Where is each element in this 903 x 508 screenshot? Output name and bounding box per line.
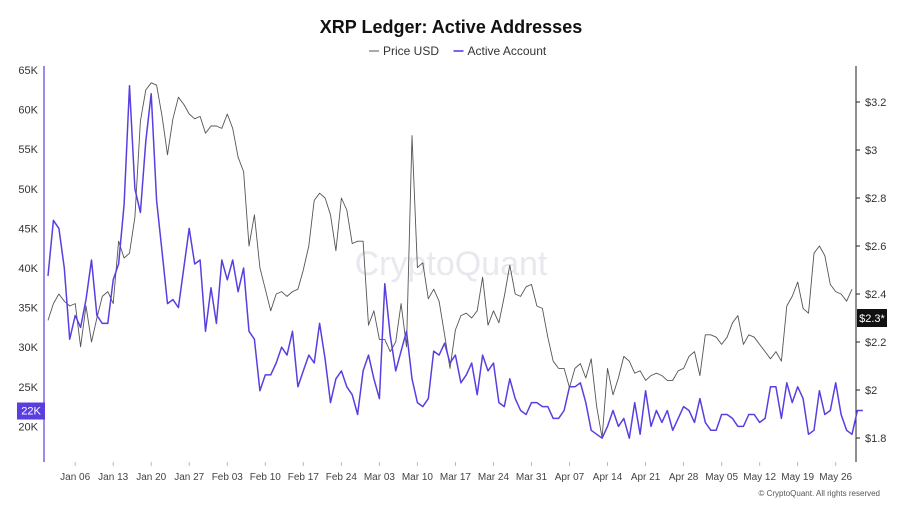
legend-label-0: Price USD [383, 44, 439, 58]
left-current-badge [17, 402, 45, 420]
left-tick-label: 50K [18, 184, 38, 196]
legend-label-1: Active Account [468, 44, 547, 58]
x-tick-label: Mar 17 [440, 472, 472, 483]
left-tick-label: 25K [18, 382, 38, 394]
right-current-label: $2.3* [859, 313, 885, 325]
x-tick-label: Apr 28 [669, 472, 699, 483]
x-tick-label: Feb 10 [250, 472, 282, 483]
right-tick-label: $2.8 [865, 193, 886, 205]
left-tick-label: 35K [18, 303, 38, 315]
x-tick-label: Mar 03 [364, 472, 396, 483]
right-current-badge [857, 309, 887, 327]
left-tick-label: 45K [18, 223, 38, 235]
x-tick-label: May 26 [819, 472, 852, 483]
x-tick-label: Jan 06 [60, 472, 90, 483]
copyright-credit: © CryptoQuant. All rights reserved [759, 489, 881, 498]
chart-title: XRP Ledger: Active Addresses [320, 17, 582, 37]
right-tick-label: $3.2 [865, 97, 886, 109]
watermark: CryptoQuant [355, 245, 548, 283]
right-tick-label: $2.4 [865, 289, 886, 301]
axis-badges: 22K $2.3* [17, 309, 887, 420]
left-tick-label: 40K [18, 263, 38, 275]
left-tick-label: 20K [18, 421, 38, 433]
series-line-price-usd [47, 82, 853, 439]
legend: Price USD Active Account [369, 44, 547, 58]
x-tick-label: Feb 03 [212, 472, 244, 483]
left-tick-label: 60K [18, 105, 38, 117]
axes: 20K 25K 30K 35K 40K 45K 50K 55K 60K 65K $1.8 $2 $2.2… [18, 65, 886, 483]
right-tick-label: $2.2 [865, 337, 886, 349]
x-tick-label: Jan 20 [136, 472, 166, 483]
x-tick-label: May 12 [743, 472, 776, 483]
right-tick-label: $3 [865, 145, 877, 157]
x-tick-label: Feb 24 [326, 472, 358, 483]
x-tick-label: Apr 07 [555, 472, 585, 483]
left-tick-label: 65K [18, 65, 38, 77]
plot-area [47, 82, 863, 439]
x-tick-label: Mar 31 [516, 472, 548, 483]
right-tick-label: $2 [865, 385, 877, 397]
left-tick-label: 55K [18, 144, 38, 156]
x-tick-label: Apr 21 [631, 472, 661, 483]
series-line-active-account [47, 85, 863, 439]
x-tick-label: Feb 17 [288, 472, 320, 483]
right-tick-label: $1.8 [865, 433, 886, 445]
x-tick-label: May 19 [781, 472, 814, 483]
x-tick-label: May 05 [705, 472, 738, 483]
x-tick-label: Jan 13 [98, 472, 128, 483]
x-tick-label: Apr 14 [593, 472, 623, 483]
left-current-label: 22K [21, 406, 41, 418]
left-tick-label: 30K [18, 342, 38, 354]
right-tick-label: $2.6 [865, 241, 886, 253]
x-tick-label: Mar 24 [478, 472, 510, 483]
x-tick-label: Jan 27 [174, 472, 204, 483]
x-tick-label: Mar 10 [402, 472, 434, 483]
